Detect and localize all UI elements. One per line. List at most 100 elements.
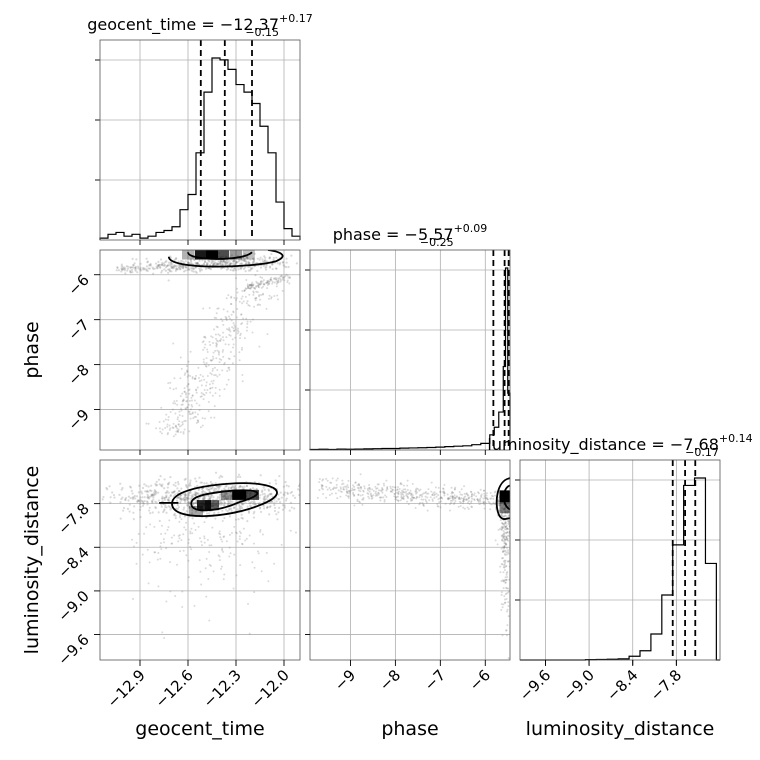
sample-point (170, 536, 173, 539)
sample-point (502, 603, 505, 606)
sample-point (269, 278, 272, 281)
sample-point (246, 283, 249, 286)
x-tick-label: −9.0 (559, 666, 597, 704)
sample-point (448, 509, 451, 512)
sample-point (268, 256, 271, 259)
sample-point (130, 538, 133, 541)
sample-point (164, 491, 167, 494)
sample-point (194, 378, 197, 381)
sample-point (227, 343, 230, 346)
sample-point (505, 572, 508, 575)
sample-point (382, 496, 385, 499)
sample-point (187, 261, 190, 264)
sample-point (241, 517, 244, 520)
sample-point (508, 590, 510, 593)
density-cell (232, 489, 247, 500)
sample-point (249, 287, 252, 290)
sample-point (161, 631, 164, 634)
sample-point (228, 317, 231, 320)
sample-point (374, 494, 377, 497)
sample-point (181, 421, 184, 424)
sample-point (503, 531, 506, 534)
sample-point (188, 483, 192, 486)
sample-point (242, 300, 245, 303)
sample-point (511, 614, 513, 616)
sample-point (200, 488, 204, 491)
sample-point (500, 580, 503, 583)
sample-point (180, 403, 183, 406)
sample-point (247, 260, 250, 263)
sample-point (275, 500, 278, 503)
sample-point (288, 282, 291, 285)
sample-point (270, 296, 273, 299)
sample-point (202, 307, 205, 310)
sample-point (230, 495, 233, 498)
sample-point (213, 366, 216, 369)
sample-point (203, 259, 207, 262)
y-tick-label: −9.6 (54, 631, 92, 669)
sample-point (186, 369, 189, 372)
sample-point (223, 363, 226, 366)
sample-point (268, 493, 271, 496)
sample-point (458, 490, 461, 493)
sample-point (507, 539, 510, 542)
sample-point (356, 498, 359, 501)
sample-point (262, 504, 265, 508)
sample-point (253, 305, 256, 308)
sample-point (225, 498, 228, 501)
sample-point (436, 502, 439, 505)
sample-point (506, 624, 509, 627)
sample-point (282, 277, 285, 280)
sample-point (132, 496, 135, 499)
sample-point (270, 493, 273, 496)
sample-point (151, 500, 154, 503)
sample-point (176, 427, 179, 430)
sample-point (235, 574, 238, 577)
sample-point (468, 502, 471, 505)
sample-point (227, 366, 230, 369)
sample-point (358, 500, 361, 503)
sample-point (194, 415, 197, 418)
sample-point (252, 512, 255, 515)
sample-point (158, 263, 161, 266)
sample-point (216, 498, 219, 501)
sample-point (187, 360, 190, 363)
sample-point (155, 265, 158, 268)
sample-point (208, 495, 211, 499)
sample-point (171, 542, 174, 545)
histogram-luminosity_distance (520, 477, 720, 661)
sample-point (210, 261, 213, 264)
sample-point (179, 356, 182, 359)
sample-point (202, 497, 205, 500)
sample-point (164, 418, 167, 421)
sample-point (210, 495, 213, 498)
sample-point (185, 370, 188, 373)
sample-point (229, 552, 232, 555)
sample-point (342, 488, 345, 491)
sample-point (258, 507, 262, 510)
sample-point (389, 487, 392, 490)
sample-point (255, 280, 258, 283)
sample-point (321, 484, 324, 487)
sample-point (220, 498, 223, 501)
sample-point (463, 485, 466, 488)
sample-point (253, 566, 256, 569)
sample-point (277, 279, 280, 282)
sample-point (502, 523, 505, 526)
sample-point (207, 512, 211, 515)
sample-point (312, 497, 314, 499)
sample-point (250, 286, 253, 289)
sample-point (483, 507, 486, 510)
sample-point (159, 475, 162, 478)
sample-point (257, 286, 260, 289)
sample-point (266, 281, 269, 284)
sample-point (506, 531, 509, 534)
sample-point (221, 495, 224, 498)
sample-point (479, 494, 482, 497)
sample-point (228, 502, 231, 505)
sample-point (216, 326, 219, 329)
sample-point (166, 264, 169, 267)
sample-point (160, 485, 164, 488)
sample-point (263, 496, 266, 499)
sample-point (352, 493, 355, 496)
